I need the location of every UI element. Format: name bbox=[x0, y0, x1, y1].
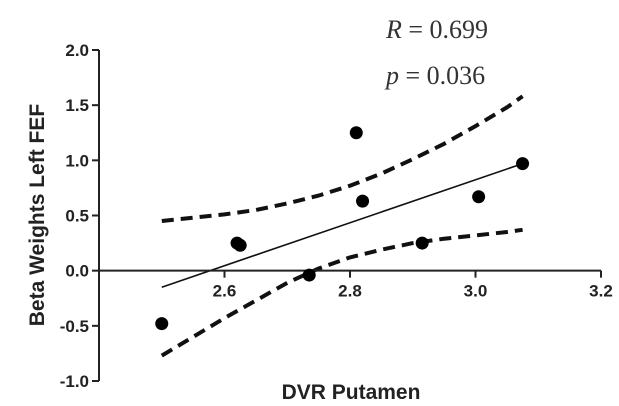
data-point bbox=[415, 236, 429, 250]
p-annotation: p = 0.036 bbox=[384, 61, 485, 90]
data-point bbox=[356, 194, 370, 208]
x-tick-label: 3.0 bbox=[464, 282, 488, 301]
data-point bbox=[155, 317, 169, 331]
x-tick-label: 2.8 bbox=[338, 282, 362, 301]
r-value: = 0.699 bbox=[402, 15, 488, 44]
data-point bbox=[302, 268, 316, 282]
r-annotation: R = 0.699 bbox=[385, 15, 488, 44]
ci-lower-curve bbox=[160, 227, 523, 358]
y-tick-label: 1.5 bbox=[65, 96, 89, 115]
y-tick-label: 2.0 bbox=[65, 41, 89, 60]
ticks: -1.0 -0.5 0.0 0.5 1.0 1.5 2.0 2.6 2.8 3.0 3.2 bbox=[60, 41, 613, 391]
x-axis-title: DVR Putamen bbox=[282, 381, 421, 404]
p-variable: p bbox=[384, 61, 399, 90]
x-tick-label: 2.6 bbox=[213, 282, 237, 301]
r-variable: R bbox=[385, 15, 402, 44]
p-value: = 0.036 bbox=[399, 61, 485, 90]
y-tick-label: -0.5 bbox=[60, 317, 89, 336]
y-axis-title: Beta Weights Left FEF bbox=[26, 104, 49, 327]
data-point bbox=[516, 157, 530, 171]
data-point bbox=[472, 190, 486, 204]
y-tick-label: 1.0 bbox=[65, 151, 89, 170]
data-point bbox=[349, 126, 363, 140]
y-tick-label: -1.0 bbox=[60, 372, 89, 391]
ci-bands bbox=[160, 94, 524, 358]
x-tick-label: 3.2 bbox=[589, 282, 613, 301]
regression-line bbox=[161, 162, 523, 288]
y-tick-label: 0.5 bbox=[65, 207, 89, 226]
ci-upper-curve bbox=[161, 94, 524, 223]
axes bbox=[98, 50, 601, 381]
data-point bbox=[233, 238, 247, 252]
data-points bbox=[155, 126, 530, 331]
y-tick-label: 0.0 bbox=[65, 262, 89, 281]
